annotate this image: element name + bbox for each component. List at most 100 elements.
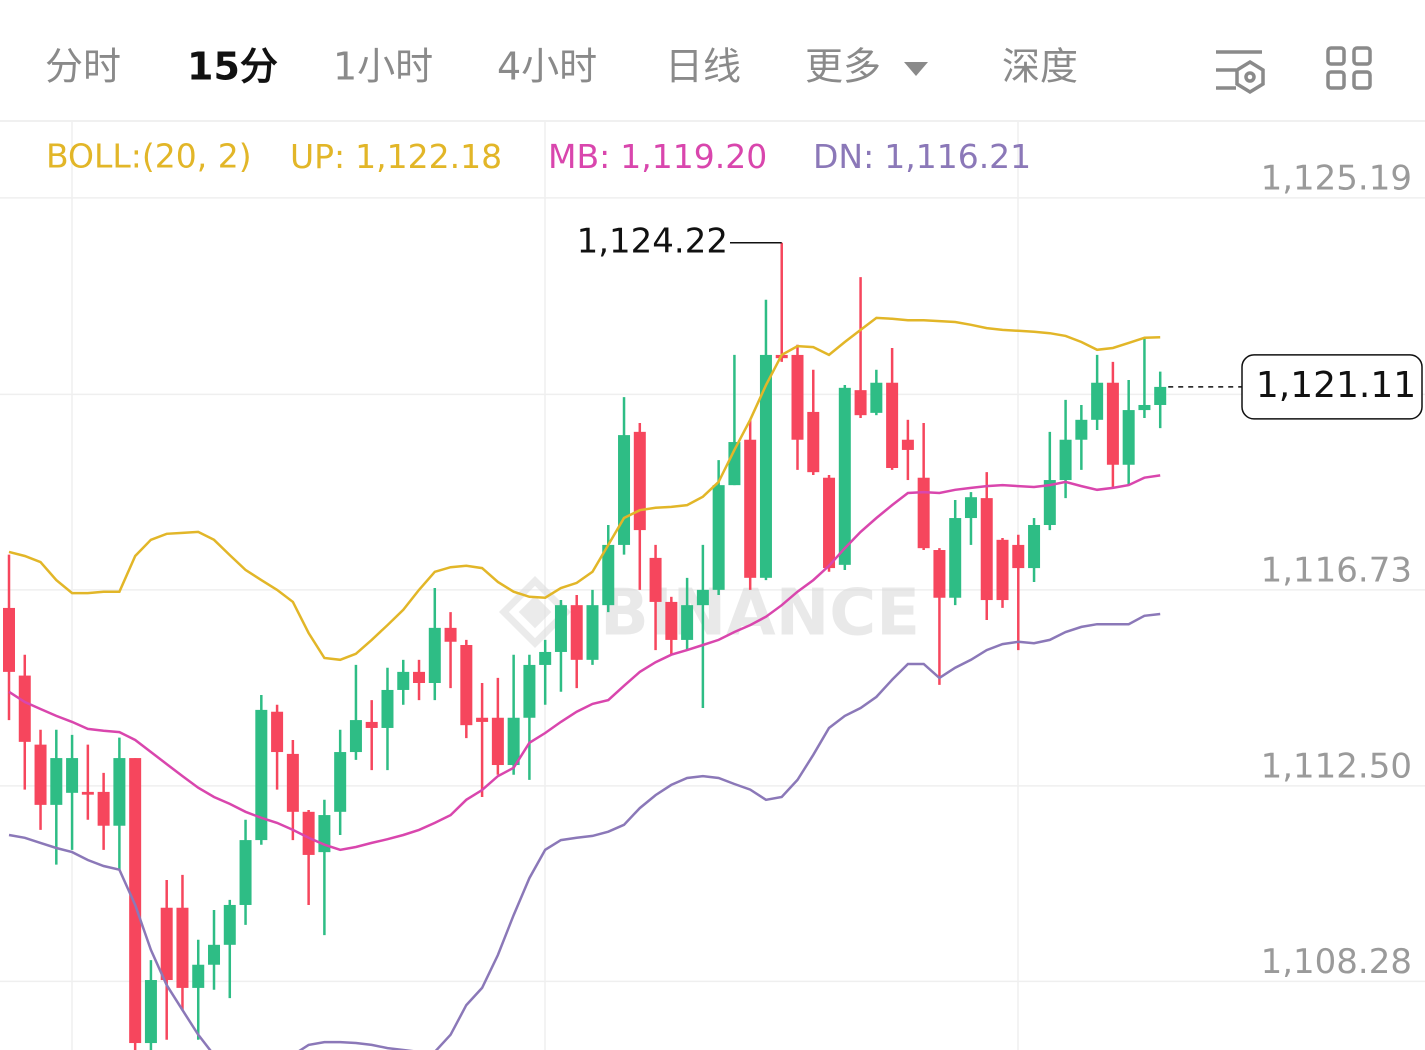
- candle-body: [460, 645, 473, 726]
- last-price-label: 1,121.11: [1256, 365, 1416, 406]
- candle-body: [1043, 480, 1056, 525]
- candle-body: [996, 539, 1009, 601]
- boll-line: [8, 612, 1161, 1050]
- tab[interactable]: 15分: [187, 45, 278, 89]
- grid: [0, 197, 1425, 983]
- candle-body: [618, 435, 631, 545]
- tab-bar: 分时 15分 1小时 4小时 日线 更多 深度: [45, 45, 1078, 89]
- candle-body: [791, 354, 804, 440]
- candle-body: [649, 557, 662, 602]
- candle-body: [807, 411, 820, 473]
- dropdown-arrow[interactable]: [904, 62, 928, 76]
- candle-body: [1154, 386, 1167, 405]
- candle-body: [870, 382, 883, 413]
- candle-body: [1059, 439, 1072, 481]
- candle-body: [1028, 524, 1041, 569]
- legend-value: 1,119.20: [620, 137, 767, 176]
- legend-name: UP:: [290, 137, 345, 176]
- candle-body: [271, 711, 284, 753]
- legend-name: MB:: [548, 137, 610, 176]
- candle-body: [759, 354, 772, 578]
- candle-body: [712, 485, 725, 590]
- candle-body: [208, 944, 221, 965]
- y-tick-label: 1,112.50: [1261, 746, 1412, 786]
- legend: BOLL:(20, 2) UP: 1,122.18 MB: 1,119.20 DN: 1,1…: [46, 137, 1031, 176]
- candle-body: [381, 689, 394, 728]
- candle-body: [444, 627, 457, 642]
- legend-value: 1,116.21: [884, 137, 1031, 176]
- candle-body: [302, 811, 315, 855]
- candle-body: [160, 907, 173, 981]
- candle-body: [507, 717, 520, 766]
- tab[interactable]: 分时: [45, 45, 121, 89]
- candle-body: [1075, 419, 1088, 440]
- boll-line: [8, 474, 1161, 852]
- settings-icon[interactable]: [1216, 50, 1265, 95]
- candle-body: [50, 758, 63, 805]
- legend-entry: UP: 1,122.18: [290, 137, 502, 176]
- candle-body: [854, 390, 867, 416]
- candle-body: [1012, 544, 1025, 569]
- candle-body: [1122, 410, 1135, 465]
- candle-body: [1091, 382, 1104, 420]
- candle-body: [476, 717, 489, 722]
- plot: [3, 242, 1167, 1050]
- tab[interactable]: 深度: [1002, 45, 1078, 89]
- candle-body: [349, 720, 362, 753]
- candle-body: [255, 709, 268, 841]
- candle-body: [286, 753, 299, 812]
- y-tick-label: 1,116.73: [1261, 550, 1412, 590]
- candle-body: [129, 758, 142, 1044]
- candle-body: [901, 439, 914, 450]
- candle-body: [665, 601, 678, 640]
- candle-body: [696, 589, 709, 606]
- last-price-box: [1241, 354, 1423, 420]
- legend-entry: MB: 1,119.20: [548, 137, 767, 176]
- candle-body: [18, 675, 31, 742]
- y-tick-label: 1,108.28: [1261, 942, 1412, 982]
- candle-body: [838, 387, 851, 565]
- candle-body: [334, 752, 347, 812]
- layout-icon[interactable]: [1326, 46, 1372, 90]
- candle-body: [491, 717, 504, 766]
- candle-body: [570, 605, 583, 660]
- tab[interactable]: 1小时: [333, 45, 433, 89]
- high-label: 1,124.22: [577, 221, 728, 261]
- candle-body: [539, 651, 552, 665]
- candle-body: [980, 498, 993, 601]
- candle-body: [949, 518, 962, 598]
- candle-body: [728, 442, 741, 486]
- annotations: 1,124.22 1,121.11: [577, 221, 1423, 420]
- indicator-label: BOLL:(20, 2): [46, 137, 252, 176]
- candle-body: [554, 605, 567, 652]
- candle-body: [428, 627, 441, 684]
- tab[interactable]: 4小时: [497, 45, 597, 89]
- legend-name: DN:: [813, 137, 874, 176]
- candle-body: [602, 544, 615, 606]
- tab[interactable]: 日线: [665, 45, 741, 89]
- candle-body: [744, 439, 757, 578]
- candle-body: [144, 980, 157, 1044]
- candle-body: [523, 664, 536, 718]
- candle-body: [223, 904, 236, 945]
- candle-body: [886, 382, 899, 468]
- candle-body: [413, 671, 426, 684]
- candle-body: [933, 550, 946, 598]
- candle-body: [66, 758, 79, 793]
- y-tick-label: 1,125.19: [1261, 158, 1412, 198]
- candle-body: [34, 744, 47, 805]
- watermark-text: BINANCE: [600, 577, 920, 651]
- tab[interactable]: 更多: [805, 45, 881, 89]
- candle-body: [681, 605, 694, 640]
- candle-body: [633, 431, 646, 531]
- candle-body: [113, 758, 126, 826]
- candle-body: [365, 721, 378, 728]
- legend-entry: DN: 1,116.21: [813, 137, 1031, 176]
- candle-body: [239, 840, 252, 905]
- candle-body: [192, 964, 205, 988]
- boll-line: [8, 316, 1161, 662]
- legend-value: 1,122.18: [355, 137, 502, 176]
- candle-body: [964, 497, 977, 519]
- candle-body: [917, 477, 930, 549]
